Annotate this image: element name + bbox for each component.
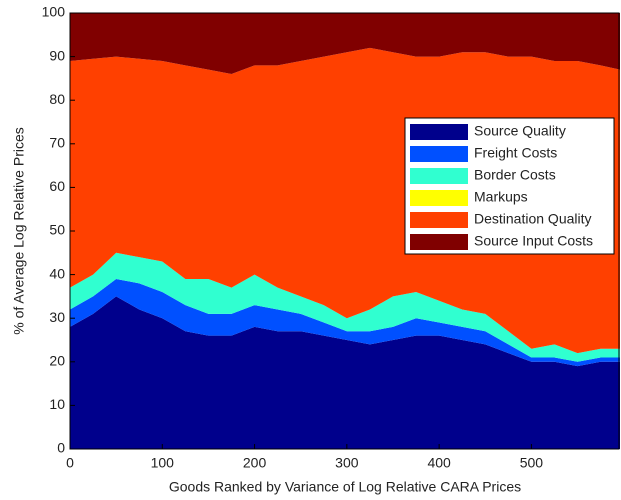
- y-axis-label: % of Average Log Relative Prices: [11, 127, 27, 335]
- area: [70, 252, 620, 362]
- x-tick-label: 300: [335, 455, 359, 471]
- legend-label: Source Input Costs: [474, 233, 593, 249]
- legend-box: [404, 117, 615, 255]
- y-tick-label: 40: [49, 265, 65, 281]
- area: [70, 278, 620, 367]
- legend-swatch: [410, 190, 468, 206]
- legend-label: Source Quality: [474, 123, 566, 139]
- x-tick-label: 200: [243, 455, 267, 471]
- y-tick-label: 20: [49, 353, 65, 369]
- y-tick-label: 60: [49, 178, 65, 194]
- legend-label: Freight Costs: [474, 145, 557, 161]
- legend-swatch: [410, 212, 468, 228]
- x-tick-label: 0: [66, 455, 74, 471]
- x-tick-label: 500: [520, 455, 544, 471]
- legend-swatch: [410, 146, 468, 162]
- y-tick-label: 70: [49, 135, 65, 151]
- x-tick-label: 400: [427, 455, 451, 471]
- area: [70, 13, 620, 75]
- y-tick-label: 30: [49, 309, 65, 325]
- x-axis-label: Goods Ranked by Variance of Log Relative…: [169, 479, 521, 495]
- legend-label: Destination Quality: [474, 211, 592, 227]
- legend-swatch: [410, 124, 468, 140]
- x-tick-label: 100: [151, 455, 175, 471]
- legend-swatch: [410, 168, 468, 184]
- legend-label: Markups: [474, 189, 528, 205]
- area: [70, 296, 620, 449]
- y-tick-label: 90: [49, 47, 65, 63]
- y-tick-label: 0: [57, 440, 65, 456]
- y-tick-label: 80: [49, 91, 65, 107]
- legend-label: Border Costs: [474, 167, 556, 183]
- y-tick-label: 100: [42, 4, 66, 20]
- y-tick-label: 10: [49, 396, 65, 412]
- legend-swatch: [410, 234, 468, 250]
- y-tick-label: 50: [49, 222, 65, 238]
